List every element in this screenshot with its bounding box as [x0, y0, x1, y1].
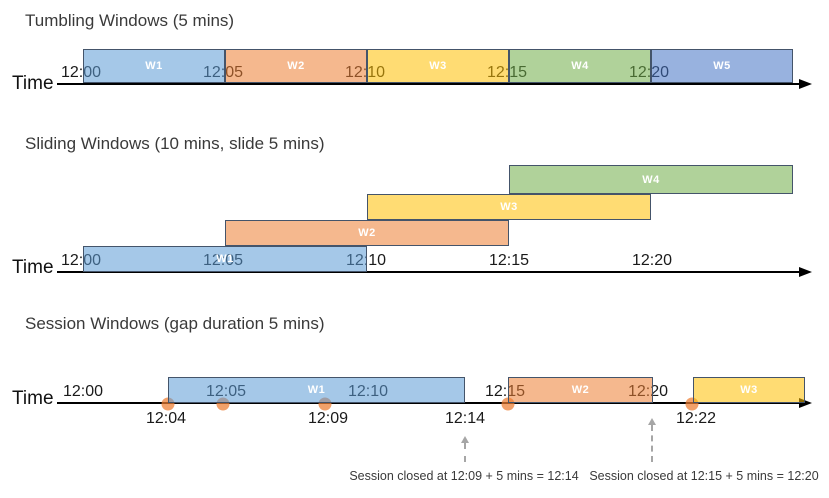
sliding-window-w2-label: W2: [358, 227, 376, 239]
tumbling-window-w4-label: W4: [571, 60, 589, 72]
sliding-window-w3: W3: [367, 194, 651, 220]
session-section-title: Session Windows (gap duration 5 mins): [25, 314, 325, 333]
tumbling-section-title: Tumbling Windows (5 mins): [25, 11, 235, 30]
sliding-axis-arrowhead-icon: [799, 267, 812, 277]
session-time-axis-label: Time: [12, 388, 54, 409]
tumbling-window-w1: W1: [83, 49, 225, 83]
tumbling-window-w4: W4: [509, 49, 651, 83]
tumbling-window-w1-label: W1: [145, 60, 163, 72]
session-window-w1: W1: [168, 377, 465, 403]
sliding-time-axis-label: Time: [12, 257, 54, 278]
event-time-label-1222: 12:22: [675, 410, 717, 427]
session-closed-annotation-1: Session closed at 12:09 + 5 mins = 12:14: [349, 469, 579, 483]
session-window-w2-label: W2: [571, 384, 590, 396]
session-axis-arrowhead-icon: [799, 398, 812, 408]
session-tick-1200: 12:00: [62, 383, 104, 400]
tumbling-axis-arrowhead-icon: [799, 79, 812, 89]
session-window-w1-label: W1: [307, 384, 326, 396]
sliding-window-w4: W4: [509, 165, 793, 194]
sliding-section-title: Sliding Windows (10 mins, slide 5 mins): [25, 134, 325, 153]
tumbling-window-w5: W5: [651, 49, 793, 83]
sliding-tick-1215: 12:15: [488, 252, 530, 269]
session-closed-annotation-2: Session closed at 12:15 + 5 mins = 12:20: [589, 469, 819, 483]
sliding-time-axis-line: [57, 271, 800, 273]
session-close-time-label-1214: 12:14: [444, 410, 486, 427]
session-window-w3-label: W3: [740, 384, 758, 396]
event-time-label-1204: 12:04: [145, 410, 187, 427]
tumbling-window-w5-label: W5: [713, 60, 731, 72]
event-time-label-1209: 12:09: [307, 410, 349, 427]
sliding-window-w1: W1: [83, 246, 367, 272]
tumbling-window-w3-label: W3: [429, 60, 447, 72]
session-time-axis-line: [57, 402, 800, 404]
session-window-w3: W3: [693, 377, 805, 403]
session-window-w2: W2: [508, 377, 653, 403]
sliding-window-w1-label: W1: [216, 253, 234, 265]
sliding-window-w3-label: W3: [500, 201, 518, 213]
tumbling-window-w2: W2: [225, 49, 367, 83]
tumbling-window-w2-label: W2: [287, 60, 305, 72]
sliding-window-w4-label: W4: [642, 173, 660, 186]
tumbling-window-w3: W3: [367, 49, 509, 83]
sliding-window-w2: W2: [225, 220, 509, 246]
sliding-tick-1220: 12:20: [631, 252, 673, 269]
tumbling-time-axis-line: [57, 83, 800, 85]
tumbling-time-axis-label: Time: [12, 73, 54, 94]
